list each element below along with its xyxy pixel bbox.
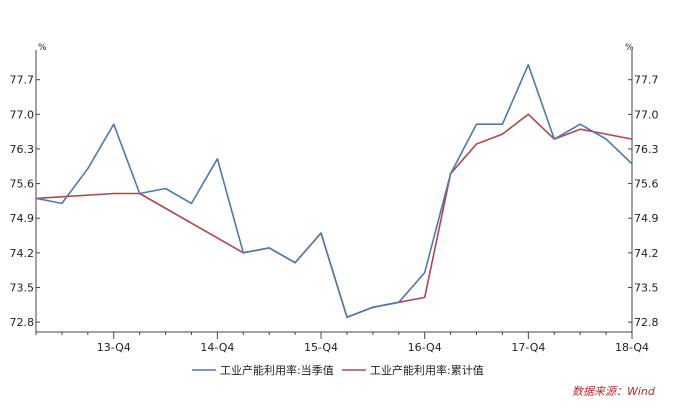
x-ticks: 13-Q4 14-Q4 15-Q4 16-Q4 17-Q4 18-Q4 <box>35 332 649 354</box>
y-tick-right-label: 74.2 <box>634 247 659 260</box>
series-line-1 <box>35 64 633 319</box>
x-tick-label: 17-Q4 <box>511 341 545 354</box>
series-line-2 <box>35 113 633 319</box>
x-tick-label: 15-Q4 <box>304 341 338 354</box>
y-tick-right-label: 76.3 <box>634 143 659 156</box>
series-lines <box>35 64 633 319</box>
legend-label-series-1: 工业产能利用率:当季值 <box>220 363 334 377</box>
left-unit-label: % <box>38 43 47 53</box>
data-source: 数据来源：Wind <box>572 385 656 398</box>
y-tick-left-label: 77.7 <box>10 74 35 87</box>
y-tick-right-label: 77.7 <box>634 74 659 87</box>
y-tick-right-label: 74.9 <box>634 212 659 225</box>
y-tick-right-label: 72.8 <box>634 316 659 329</box>
x-tick-label: 18-Q4 <box>615 341 649 354</box>
y-tick-left-label: 75.6 <box>10 178 35 191</box>
y-ticks-right: 72.8 73.5 74.2 74.9 75.6 76.3 77.0 77.7 <box>628 74 659 329</box>
y-tick-right-label: 77.0 <box>634 108 659 121</box>
legend: 工业产能利用率:当季值 工业产能利用率:累计值 <box>192 363 484 377</box>
y-tick-left-label: 73.5 <box>10 281 35 294</box>
y-tick-right-label: 75.6 <box>634 178 659 191</box>
plot-frame <box>35 50 633 333</box>
x-tick-label: 16-Q4 <box>408 341 442 354</box>
y-tick-right-label: 73.5 <box>634 281 659 294</box>
legend-label-series-2: 工业产能利用率:累计值 <box>370 363 484 377</box>
y-tick-left-label: 77.0 <box>10 108 35 121</box>
x-tick-label: 14-Q4 <box>200 341 234 354</box>
y-tick-left-label: 74.9 <box>10 212 35 225</box>
y-tick-left-label: 72.8 <box>10 316 35 329</box>
y-tick-left-label: 76.3 <box>10 143 35 156</box>
right-unit-label: % <box>625 43 634 53</box>
x-tick-label: 13-Q4 <box>97 341 131 354</box>
y-tick-left-label: 74.2 <box>10 247 35 260</box>
y-ticks-left: 72.8 73.5 74.2 74.9 75.6 76.3 77.0 77.7 <box>10 74 40 329</box>
